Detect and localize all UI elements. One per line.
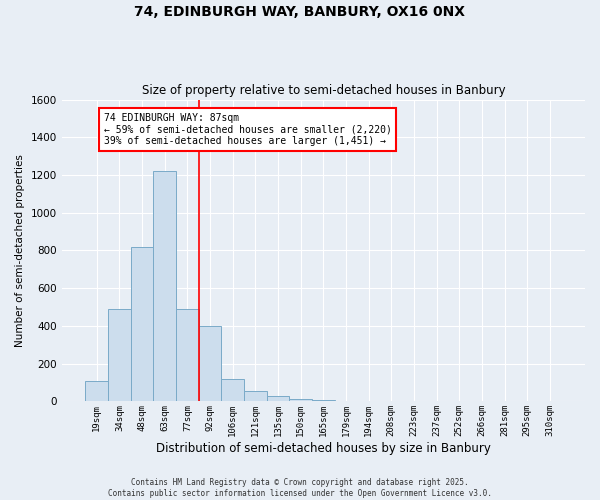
Bar xyxy=(266,396,289,402)
X-axis label: Distribution of semi-detached houses by size in Banbury: Distribution of semi-detached houses by … xyxy=(156,442,491,455)
Bar xyxy=(85,380,108,402)
Bar xyxy=(176,309,199,402)
Text: 74 EDINBURGH WAY: 87sqm
← 59% of semi-detached houses are smaller (2,220)
39% of: 74 EDINBURGH WAY: 87sqm ← 59% of semi-de… xyxy=(104,113,391,146)
Bar xyxy=(108,309,131,402)
Bar xyxy=(312,400,335,402)
Y-axis label: Number of semi-detached properties: Number of semi-detached properties xyxy=(15,154,25,347)
Bar xyxy=(244,391,266,402)
Bar xyxy=(199,326,221,402)
Bar xyxy=(221,379,244,402)
Bar xyxy=(154,171,176,402)
Text: 74, EDINBURGH WAY, BANBURY, OX16 0NX: 74, EDINBURGH WAY, BANBURY, OX16 0NX xyxy=(134,5,466,19)
Bar xyxy=(289,399,312,402)
Title: Size of property relative to semi-detached houses in Banbury: Size of property relative to semi-detach… xyxy=(142,84,505,97)
Text: Contains HM Land Registry data © Crown copyright and database right 2025.
Contai: Contains HM Land Registry data © Crown c… xyxy=(108,478,492,498)
Bar xyxy=(131,246,154,402)
